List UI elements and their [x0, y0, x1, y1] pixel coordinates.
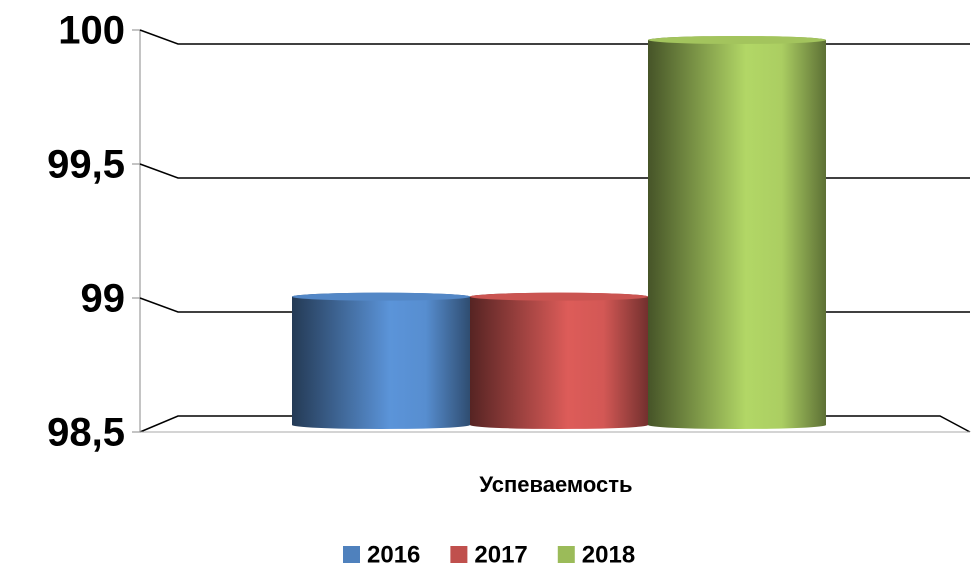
legend-swatch [557, 546, 575, 563]
legend-label: 2016 [367, 541, 420, 568]
legend-swatch [343, 546, 360, 563]
grid-line [139, 163, 970, 179]
y-tick-label: 99,5 [47, 143, 125, 187]
bar [470, 292, 648, 429]
bar-top [648, 36, 826, 44]
y-tick-label: 99 [81, 277, 126, 321]
legend-swatch [450, 546, 468, 563]
bar [292, 292, 470, 429]
x-tick-label: Успеваемость [479, 472, 632, 497]
grid-line [139, 29, 970, 45]
bar-top [470, 292, 648, 301]
legend-label: 2018 [582, 541, 635, 568]
legend-label: 2017 [474, 541, 527, 568]
y-tick-label: 100 [58, 9, 125, 53]
bar [648, 36, 826, 429]
bar-top [292, 292, 470, 301]
y-tick-label: 98,5 [47, 411, 125, 455]
